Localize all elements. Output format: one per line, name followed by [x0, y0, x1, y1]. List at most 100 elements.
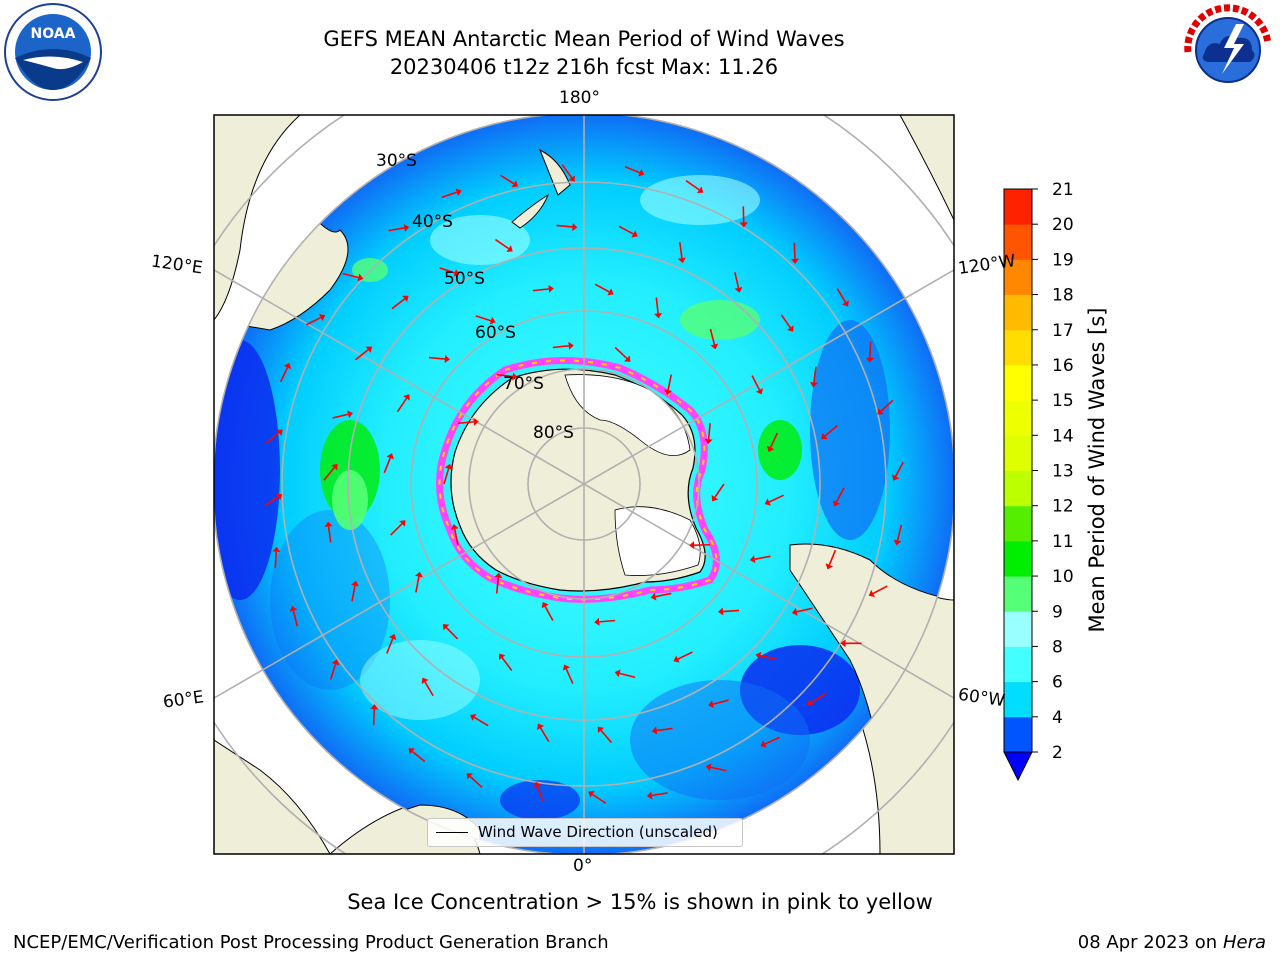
wave-direction-arrow-head	[450, 524, 459, 530]
footer-date: 08 Apr 2023 on Hera	[1078, 932, 1266, 953]
chart-subtitle: 20230406 t12z 216h fcst Max: 11.26	[389, 55, 779, 79]
wave-direction-arrow-shaft	[292, 610, 299, 627]
wave-direction-arrow-shaft	[880, 399, 894, 412]
wave-direction-arrow-head	[442, 624, 450, 631]
wave-direction-arrow-head	[470, 714, 477, 721]
wave-direction-arrow-head	[370, 704, 379, 710]
wave-direction-arrow-shaft	[894, 461, 904, 477]
wave-direction-arrow-shaft	[264, 496, 279, 507]
lat-label-50s: 50°S	[444, 269, 485, 289]
wave-direction-arrow-shaft	[685, 180, 700, 191]
lat-label-70s: 70°S	[503, 374, 544, 394]
wave-direction-arrow-shaft	[714, 483, 725, 498]
wave-direction-arrow-head	[511, 180, 519, 188]
wave-direction-arrow-head	[408, 748, 415, 755]
wave-direction-arrow-head	[892, 474, 900, 481]
lat-label-60s: 60°S	[475, 323, 516, 343]
wave-direction-arrow-shaft	[391, 298, 406, 310]
wave-direction-arrow-head	[494, 572, 503, 578]
wave-direction-arrow-head	[421, 677, 429, 684]
wave-direction-arrow-shaft	[734, 272, 740, 289]
colorbar-segment	[1004, 329, 1032, 366]
wave-direction-arrow-shaft	[501, 657, 513, 671]
wave-direction-arrow-shaft	[495, 577, 500, 594]
wave-direction-arrow-shaft	[599, 619, 616, 623]
chart-title: GEFS MEAN Antarctic Mean Period of Wind …	[323, 27, 845, 51]
wave-direction-arrow-head	[272, 546, 281, 552]
wave-direction-arrow-head	[664, 389, 672, 396]
wave-direction-arrow-head	[673, 655, 680, 663]
lat-label-30s: 30°S	[376, 151, 417, 171]
colorbar-segment	[1004, 259, 1032, 296]
wave-direction-arrow-shaft	[836, 288, 847, 303]
wave-direction-arrow-head	[283, 362, 292, 370]
colorbar-segment	[1004, 364, 1032, 401]
footer-host: Hera	[1222, 932, 1266, 953]
wave-direction-arrow-shaft	[279, 367, 289, 383]
graticule	[214, 115, 954, 854]
wave-direction-arrow-head	[498, 653, 506, 660]
wave-direction-arrow-head	[453, 269, 460, 277]
colorbar-tick-label: 2	[1052, 743, 1063, 763]
wave-direction-arrow-shaft	[544, 606, 554, 621]
wave-direction-arrow-head	[734, 286, 743, 293]
wave-direction-arrow-shaft	[872, 585, 888, 595]
colorbar-tick-label: 11	[1052, 532, 1074, 552]
wave-direction-arrow-head	[562, 664, 571, 671]
wave-direction-arrow-head	[386, 453, 394, 460]
colorbar-tick-label: 16	[1052, 356, 1074, 376]
wave-direction-arrow-head	[711, 494, 719, 502]
wave-direction-arrow-shaft	[709, 328, 716, 345]
wave-direction-arrow-head	[893, 539, 902, 546]
wave-direction-arrow-head	[739, 222, 748, 228]
wave-direction-arrow-head	[607, 288, 614, 296]
wave-direction-arrow-head	[506, 245, 513, 252]
wave-direction-arrow-shaft	[751, 375, 761, 391]
wave-direction-arrow-head	[651, 726, 658, 735]
wave-direction-arrow-head	[868, 589, 875, 598]
wave-direction-arrow-shaft	[896, 524, 903, 541]
wave-direction-arrow-head	[696, 186, 704, 194]
wave-direction-arrow-shaft	[415, 576, 420, 593]
noaa-logo: NOAA	[4, 3, 102, 101]
wave-direction-arrow-shaft	[656, 727, 673, 732]
wave-direction-arrow-head	[331, 463, 338, 471]
wave-direction-arrow-shaft	[266, 432, 280, 444]
wave-direction-arrow-shaft	[624, 165, 641, 174]
wave-direction-arrow-head	[512, 372, 518, 381]
wave-direction-arrow-shaft	[712, 699, 729, 705]
lon-label-180: 180°	[559, 88, 600, 108]
wave-direction-arrow-shaft	[760, 654, 777, 661]
wave-direction-arrow-shaft	[655, 592, 672, 598]
colorbar-tick-label: 12	[1052, 497, 1074, 517]
wave-direction-arrow-head	[415, 571, 423, 578]
colorbar-tick-label: 9	[1052, 602, 1063, 622]
wave-direction-arrow-shaft	[474, 716, 489, 727]
lon-label-0: 0°	[573, 856, 593, 876]
colorbar-segment	[1004, 294, 1032, 331]
wave-direction-arrow-shaft	[445, 627, 459, 640]
wave-direction-arrow-shaft	[594, 283, 610, 293]
wave-direction-arrow-shaft	[274, 551, 278, 568]
wave-direction-arrow-head	[689, 541, 695, 550]
wave-direction-arrow-head	[842, 300, 849, 307]
colorbar-tick-label: 8	[1052, 637, 1063, 657]
wave-direction-arrow-head	[597, 726, 605, 734]
wave-direction-arrow-shaft	[386, 638, 394, 654]
wave-direction-arrow-head	[276, 429, 283, 436]
wave-direction-arrow-head	[821, 432, 828, 440]
wave-direction-arrow-head	[466, 773, 473, 780]
wave-direction-arrow-head	[865, 357, 874, 363]
wave-direction-arrow-head	[705, 763, 712, 772]
sea-ice-caption: Sea Ice Concentration > 15% is shown in …	[347, 890, 933, 914]
wave-direction-arrow-head	[767, 445, 775, 452]
wave-direction-arrow-head	[877, 408, 884, 415]
wave-direction-arrow-shaft	[372, 709, 376, 726]
wave-direction-arrow-head	[365, 346, 373, 353]
wave-direction-arrow-shaft	[396, 397, 408, 413]
colorbar-tick-label: 15	[1052, 391, 1074, 411]
colorbar-segment	[1004, 681, 1032, 718]
wave-direction-arrow-shaft	[495, 238, 510, 250]
wave-direction-arrow-head	[331, 659, 340, 666]
wave-direction-arrow-shaft	[828, 549, 837, 566]
